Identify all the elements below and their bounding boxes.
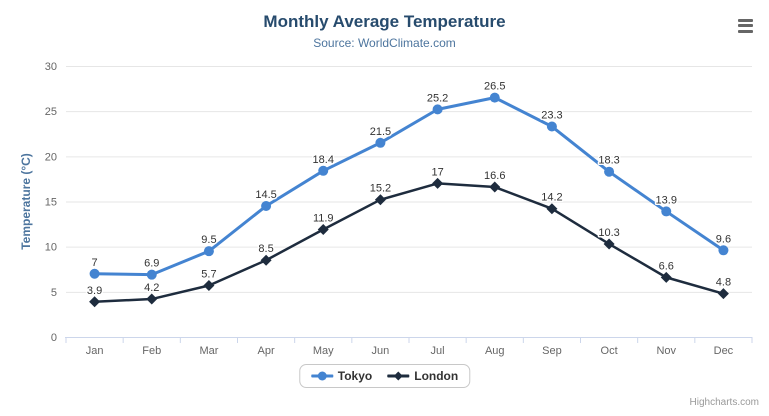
legend-diamond-marker-icon (387, 371, 410, 381)
y-axis-label: 30 (45, 61, 57, 73)
export-menu-button[interactable] (734, 14, 756, 36)
data-point-marker[interactable] (660, 271, 672, 283)
data-point-marker[interactable] (661, 206, 672, 217)
data-label: 3.9 (87, 285, 102, 297)
data-point-marker[interactable] (317, 224, 329, 236)
data-point-marker[interactable] (89, 296, 101, 308)
data-label: 4.2 (144, 282, 159, 294)
data-point-marker[interactable] (89, 268, 100, 279)
legend-label: London (414, 369, 459, 383)
legend-item-london[interactable]: London (387, 369, 458, 383)
data-point-marker[interactable] (203, 246, 214, 257)
x-axis-label: Jul (431, 345, 445, 357)
x-axis-label: Dec (714, 345, 734, 357)
data-label: 15.2 (370, 183, 391, 195)
legend-label: Tokyo (337, 369, 373, 383)
y-axis-label: 10 (45, 242, 57, 254)
credits-link[interactable]: Highcharts.com (689, 397, 759, 408)
data-point-marker[interactable] (603, 238, 615, 250)
data-point-marker[interactable] (717, 288, 729, 300)
data-label: 6.9 (144, 258, 159, 270)
series-line-london[interactable] (93, 182, 725, 304)
y-axis-label: 20 (45, 151, 57, 163)
data-label: 9.6 (716, 233, 731, 245)
chart-title: Monthly Average Temperature (263, 12, 506, 31)
data-point-marker[interactable] (146, 269, 157, 280)
chart-subtitle: Source: WorldClimate.com (313, 36, 456, 50)
data-label: 10.3 (598, 227, 619, 239)
data-label: 4.8 (716, 277, 731, 289)
data-label: 7 (92, 257, 98, 269)
y-axis-label: 15 (45, 197, 57, 209)
hamburger-icon (737, 29, 753, 33)
data-label: 23.3 (541, 110, 562, 122)
x-axis-label: Feb (142, 345, 161, 357)
data-label: 14.2 (541, 192, 562, 204)
data-label: 14.5 (255, 189, 276, 201)
data-label: 26.5 (484, 81, 505, 93)
x-axis-label: Mar (199, 345, 218, 357)
data-point-marker[interactable] (546, 121, 557, 132)
y-axis-label: 0 (51, 332, 57, 344)
data-label: 17 (431, 166, 443, 178)
x-axis-label: Jan (86, 345, 104, 357)
data-label: 5.7 (201, 269, 216, 281)
data-point-marker[interactable] (546, 203, 558, 215)
data-point-marker[interactable] (432, 104, 443, 115)
y-axis-label: 5 (51, 287, 57, 299)
data-label: 16.6 (484, 170, 505, 182)
data-label: 18.3 (598, 155, 619, 167)
legend: Tokyo London (298, 364, 471, 388)
data-label: 11.9 (313, 213, 334, 225)
x-axis-label: Jun (372, 345, 390, 357)
legend-circle-marker-icon (310, 371, 333, 381)
x-axis-label: Oct (601, 345, 618, 357)
data-point-marker[interactable] (146, 293, 158, 305)
x-axis-label: May (313, 345, 334, 357)
data-point-marker[interactable] (718, 245, 729, 256)
x-axis-label: Aug (485, 345, 505, 357)
data-label: 21.5 (370, 126, 391, 138)
data-point-marker[interactable] (432, 177, 444, 189)
data-label: 25.2 (427, 92, 448, 104)
x-axis-label: Nov (656, 345, 676, 357)
data-label: 9.5 (201, 234, 216, 246)
data-label: 18.4 (313, 154, 334, 166)
data-label: 13.9 (656, 194, 677, 206)
legend-item-tokyo[interactable]: Tokyo (310, 369, 373, 383)
data-label: 8.5 (258, 243, 273, 255)
data-point-marker[interactable] (375, 137, 386, 148)
data-point-marker[interactable] (260, 254, 272, 266)
y-axis-title: Temperature (°C) (19, 153, 33, 250)
x-axis-label: Apr (258, 345, 275, 357)
hamburger-icon (737, 24, 753, 27)
data-point-marker[interactable] (318, 165, 329, 176)
data-point-marker[interactable] (489, 181, 501, 193)
y-axis-label: 25 (45, 106, 57, 118)
data-point-marker[interactable] (261, 201, 272, 212)
data-point-marker[interactable] (489, 92, 500, 103)
data-point-marker[interactable] (604, 166, 615, 177)
data-point-marker[interactable] (203, 280, 215, 292)
data-label: 6.6 (659, 260, 674, 272)
hamburger-icon (737, 18, 753, 22)
series-line-tokyo[interactable] (93, 96, 725, 277)
data-point-marker[interactable] (374, 194, 386, 206)
x-axis-label: Sep (542, 345, 562, 357)
